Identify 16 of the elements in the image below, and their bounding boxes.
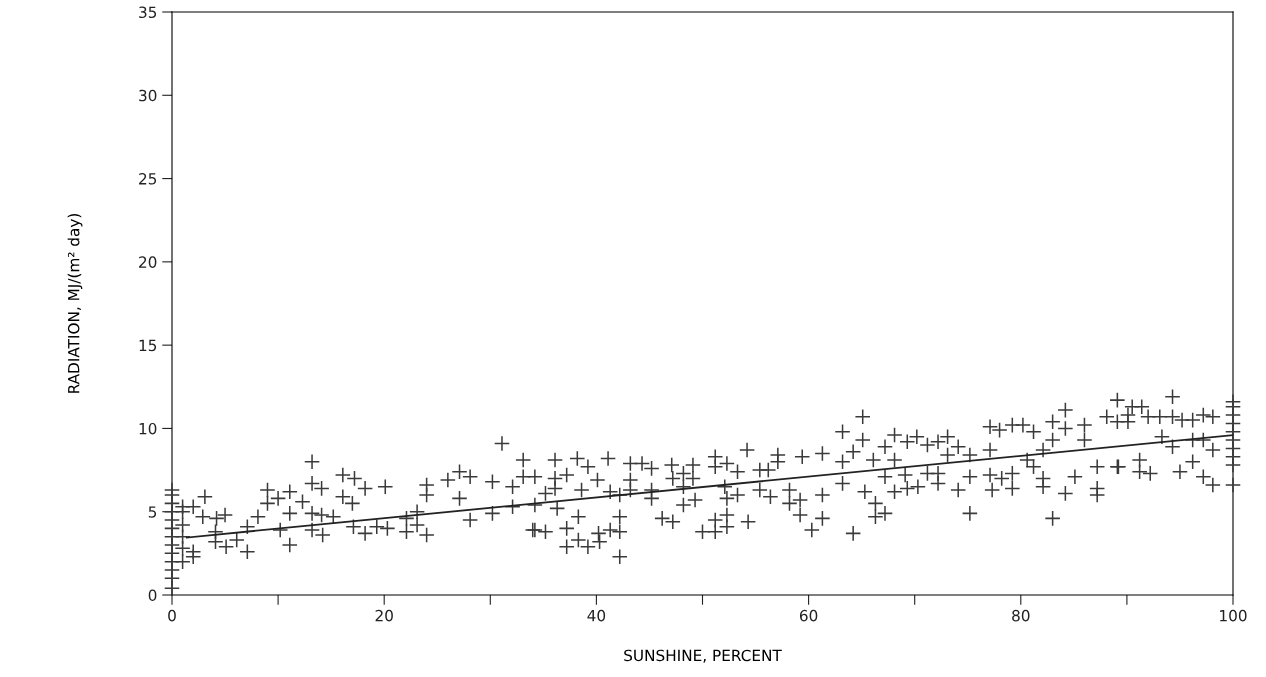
y-tick-label: 15 [139, 339, 157, 352]
x-tick-label: 40 [587, 609, 606, 622]
y-tick-label: 0 [148, 589, 157, 602]
x-tick-label: 80 [1012, 609, 1030, 622]
y-tick-label: 35 [139, 6, 157, 19]
y-tick-label: 20 [139, 256, 157, 268]
x-tick-label: 100 [1220, 609, 1247, 622]
y-tick-label: 10 [139, 422, 157, 435]
y-tick-label: 30 [139, 89, 157, 102]
y-axis-title: RADIATION, MJ/(m² day) [67, 213, 83, 393]
x-tick-label: 20 [375, 609, 393, 622]
y-tick-label: 5 [148, 506, 157, 518]
x-tick-label: 0 [168, 609, 176, 622]
x-axis-title: SUNSHINE, PERCENT [624, 649, 782, 663]
y-tick-label: 25 [139, 173, 157, 185]
x-tick-label: 60 [799, 609, 818, 622]
